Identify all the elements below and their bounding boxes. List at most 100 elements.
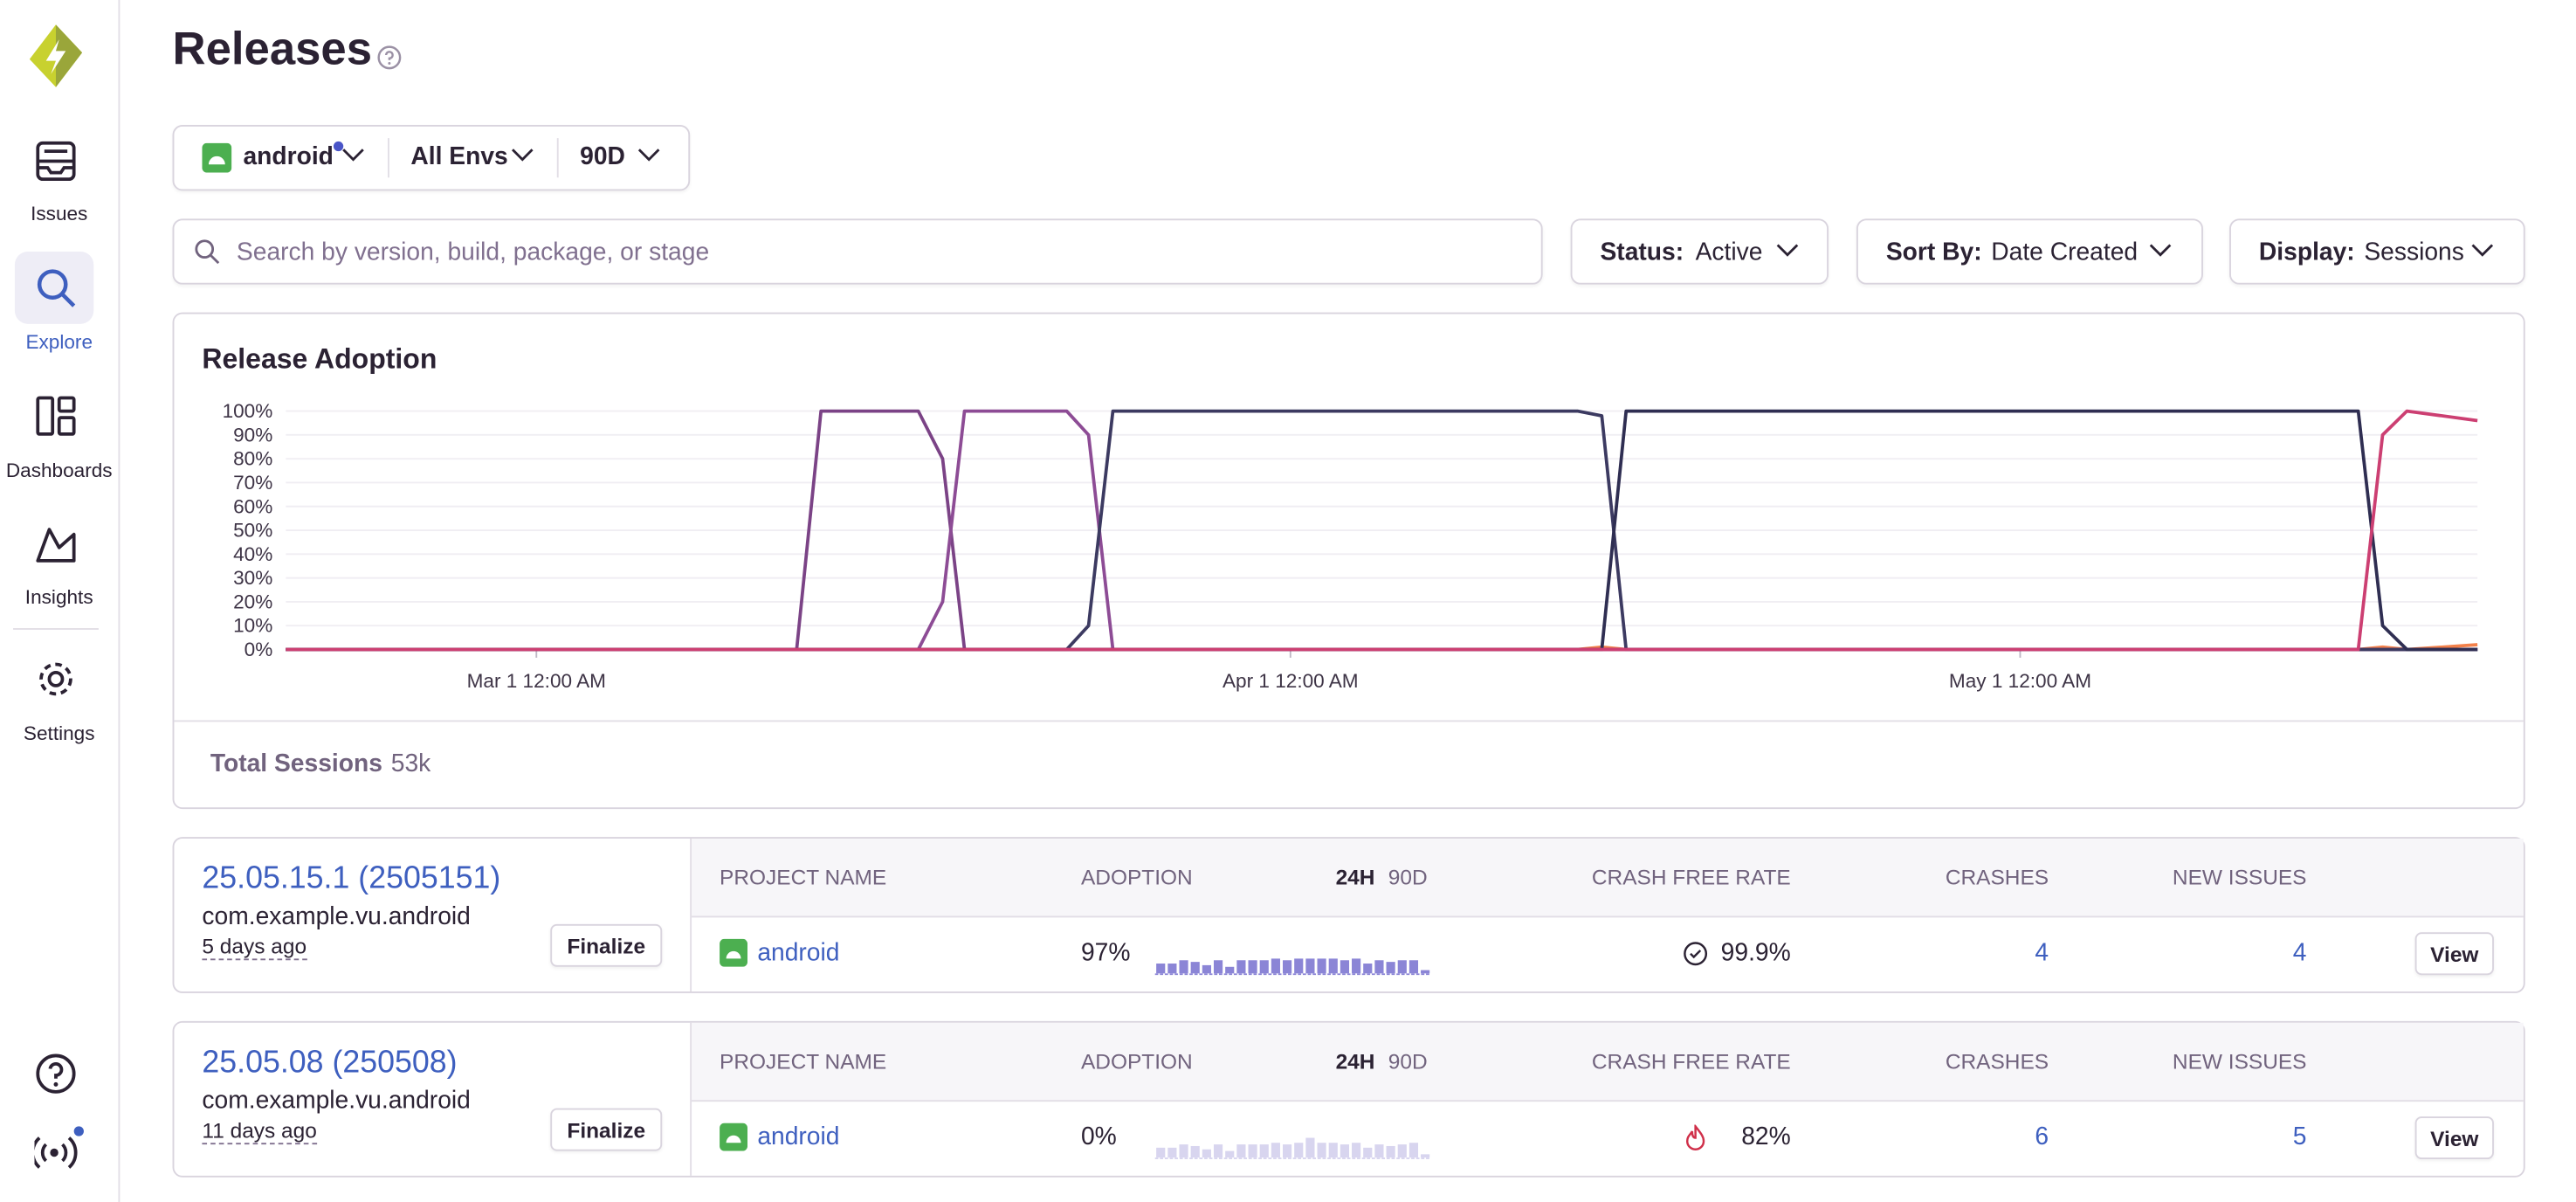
column-header: PROJECT NAME xyxy=(720,1048,887,1074)
total-sessions-label: Total Sessions xyxy=(210,750,382,778)
sparkline-bar xyxy=(1282,960,1292,974)
column-header: PROJECT NAME xyxy=(720,865,887,890)
view-button[interactable]: View xyxy=(2414,1116,2494,1160)
period-toggle[interactable]: 24H xyxy=(1335,1048,1375,1074)
chevron xyxy=(2471,244,2494,257)
sparkline-bar xyxy=(1202,964,1211,974)
chevron xyxy=(342,149,364,162)
nav-issues[interactable]: Issues xyxy=(31,202,88,225)
search-placeholder: Search by version, build, package, or st… xyxy=(236,238,710,266)
view-button[interactable]: View xyxy=(2414,932,2494,976)
y-tick-label: 60% xyxy=(233,495,272,517)
logo[interactable] xyxy=(26,23,86,88)
release-version[interactable]: 25.05.15.1 (2505151) xyxy=(202,861,501,896)
dashboards-icon[interactable] xyxy=(35,395,78,438)
control-value: Date Created xyxy=(1991,238,2139,266)
release-package: com.example.vu.android xyxy=(202,902,471,931)
sparkline-bar xyxy=(1421,970,1430,974)
adoption-sparkline xyxy=(1154,1137,1431,1160)
crashes-count[interactable]: 6 xyxy=(2035,1123,2049,1151)
y-tick-label: 100% xyxy=(223,400,273,422)
settings-icon[interactable] xyxy=(35,658,78,701)
chart-title: Release Adoption xyxy=(202,343,437,376)
chevron xyxy=(1776,244,1799,257)
sort-dropdown[interactable] xyxy=(1856,218,2203,285)
sparkline-bar xyxy=(1282,1144,1292,1158)
release-header-band xyxy=(692,1022,2524,1102)
sparkline-bar xyxy=(1213,1144,1223,1158)
sparkline-bar xyxy=(1352,958,1361,974)
adoption-value: 0% xyxy=(1080,1123,1117,1151)
nav-explore[interactable]: Explore xyxy=(25,330,93,354)
period-toggle[interactable]: 90D xyxy=(1388,1048,1428,1074)
sparkline-bar xyxy=(1328,958,1338,974)
sparkline-bar xyxy=(1167,964,1177,974)
x-tick-label: May 1 12:00 AM xyxy=(1949,670,2091,692)
crashes-count[interactable]: 4 xyxy=(2035,938,2049,967)
y-tick-label: 0% xyxy=(245,639,273,660)
sparkline-bar xyxy=(1271,1143,1280,1158)
new-issues-count[interactable]: 4 xyxy=(2292,938,2307,967)
search-icon xyxy=(195,239,220,265)
y-tick-label: 10% xyxy=(233,615,272,637)
filter-dot xyxy=(333,141,344,152)
display-dropdown[interactable] xyxy=(2229,218,2525,285)
environment-filter[interactable]: All Envs xyxy=(410,142,508,171)
crash-free-icon xyxy=(1685,1124,1705,1150)
sparkline-bar xyxy=(1190,962,1200,974)
release-version[interactable]: 25.05.08 (250508) xyxy=(202,1046,458,1081)
chart-panel xyxy=(172,312,2525,810)
android-icon xyxy=(720,1123,748,1151)
column-header: CRASH FREE RATE xyxy=(1591,1048,1791,1074)
sparkline-bar xyxy=(1409,960,1419,974)
sparkline-bar xyxy=(1386,1145,1395,1158)
explore-icon[interactable] xyxy=(35,266,78,309)
sparkline-bar xyxy=(1294,1143,1304,1158)
project-link[interactable]: android xyxy=(757,938,840,967)
period-filter[interactable]: 90D xyxy=(580,142,625,171)
adoption-value: 97% xyxy=(1080,938,1131,967)
project-link[interactable]: android xyxy=(757,1123,840,1151)
release-package: com.example.vu.android xyxy=(202,1087,471,1116)
insights-icon[interactable] xyxy=(35,523,78,566)
help-icon[interactable] xyxy=(376,45,403,71)
divider xyxy=(690,1022,692,1176)
sparkline-bar xyxy=(1248,1144,1257,1158)
finalize-button[interactable]: Finalize xyxy=(550,1108,663,1151)
control-value: Active xyxy=(1695,238,1763,266)
sparkline-bar xyxy=(1259,960,1269,974)
broadcast-icon[interactable] xyxy=(34,1124,84,1173)
sparkline-bar xyxy=(1294,958,1304,974)
issues-icon[interactable] xyxy=(35,140,78,183)
sparkline-bar xyxy=(1259,1144,1269,1158)
nav-settings[interactable]: Settings xyxy=(23,722,95,745)
period-toggle[interactable]: 24H xyxy=(1335,865,1375,890)
release-age: 5 days ago xyxy=(202,934,307,961)
column-header: ADOPTION xyxy=(1080,1048,1193,1074)
y-tick-label: 30% xyxy=(233,567,272,589)
chart: 0%10% 20%30%40%50% 60%70%80%90%100% Mar 1 1… xyxy=(223,400,2478,692)
nav-dashboards[interactable]: Dashboards xyxy=(5,459,113,482)
column-header: ADOPTION xyxy=(1080,865,1193,890)
sparkline-bar xyxy=(1305,1137,1315,1158)
sparkline-bar xyxy=(1397,960,1407,974)
sparkline-bar xyxy=(1421,1154,1430,1158)
finalize-button[interactable]: Finalize xyxy=(550,923,663,967)
new-issues-count[interactable]: 5 xyxy=(2292,1123,2307,1151)
help-icon[interactable] xyxy=(35,1053,78,1095)
page-title: Releases xyxy=(172,23,373,74)
android-icon xyxy=(202,142,232,173)
search-input[interactable] xyxy=(172,218,1543,285)
sparkline-bar xyxy=(1409,1143,1419,1158)
period-toggle[interactable]: 90D xyxy=(1388,865,1428,890)
sparkline-bar xyxy=(1179,960,1188,974)
y-tick-label: 70% xyxy=(233,472,272,494)
sparkline-bar xyxy=(1363,1147,1373,1158)
control-label: Status: xyxy=(1600,238,1684,266)
project-filter[interactable]: android xyxy=(243,142,334,171)
y-tick-label: 90% xyxy=(233,424,272,446)
nav-insights[interactable]: Insights xyxy=(24,585,93,609)
sparkline-bar xyxy=(1352,1143,1361,1158)
sparkline-bar xyxy=(1340,960,1350,974)
